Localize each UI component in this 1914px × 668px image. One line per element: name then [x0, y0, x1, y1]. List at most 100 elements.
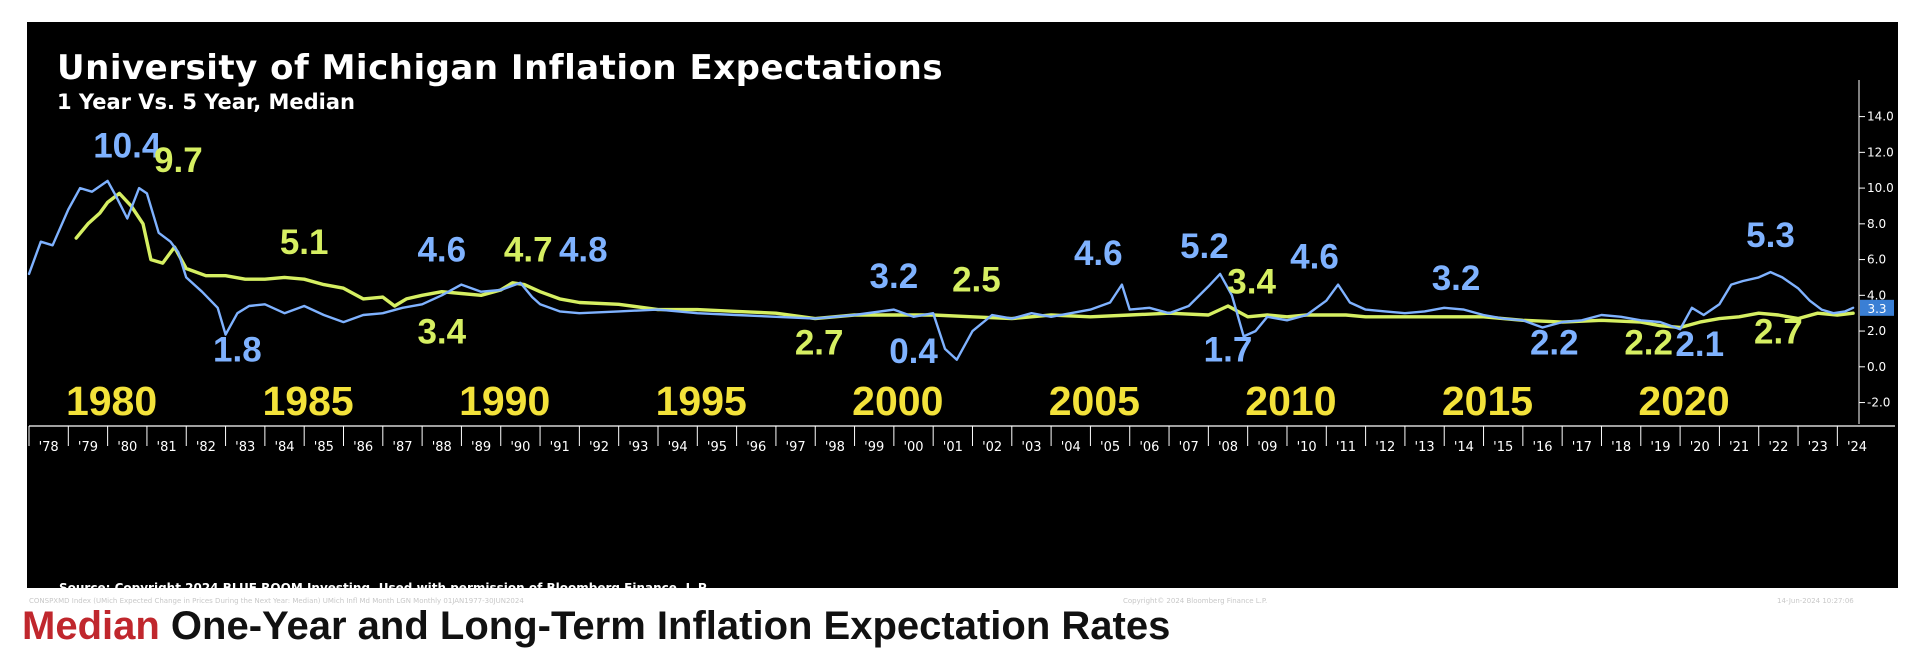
axis-layer: -2.0 0.0 2.0 4.0 6.0 8.0 10.0 12.0 14.0 '78 '79 '80…	[28, 80, 1895, 455]
x-tick-label: '04	[1061, 440, 1081, 455]
x-tick-label: '90	[510, 440, 530, 455]
decade-labels: 1980 1985 1990 1995 2000 2005 2010 2015 2020	[66, 378, 1730, 424]
data-label: 5.3	[1746, 216, 1795, 255]
decade-label: 2000	[852, 378, 943, 424]
data-label: 1.8	[213, 330, 262, 369]
data-label: 2.2	[1530, 323, 1579, 362]
data-label: 2.1	[1675, 325, 1724, 364]
chart-panel: -2.0 0.0 2.0 4.0 6.0 8.0 10.0 12.0 14.0 '78 '79 '80…	[27, 22, 1898, 605]
data-label: 4.8	[559, 230, 608, 269]
y-tick-label: -2.0	[1867, 396, 1890, 410]
x-tick-label: '96	[746, 440, 766, 455]
x-tick-label: '24	[1847, 440, 1867, 455]
x-tick-label: '02	[982, 440, 1002, 455]
y-tick-label: 4.0	[1867, 288, 1886, 302]
x-tick-label: '05	[1100, 440, 1120, 455]
decade-label: 1980	[66, 378, 157, 424]
x-tick-label: '78	[39, 440, 59, 455]
caption-accent: Median	[22, 604, 160, 648]
x-tick-label: '92	[589, 440, 609, 455]
last-value-tag	[1860, 299, 1894, 316]
x-tick-label: '22	[1768, 440, 1788, 455]
x-tick-label: '89	[471, 440, 491, 455]
chart-title: University of Michigan Inflation Expecta…	[57, 48, 944, 88]
x-tick-label: '81	[157, 440, 177, 455]
x-tick-label: '88	[432, 440, 452, 455]
x-tick-label: '98	[825, 440, 845, 455]
x-tick-label: '87	[392, 440, 412, 455]
decade-label: 1985	[263, 378, 354, 424]
y-tick-label: 12.0	[1867, 145, 1894, 159]
page-caption: Median One-Year and Long-Term Inflation …	[22, 604, 1170, 649]
x-tick-label: '11	[1336, 440, 1356, 455]
annotation-labels: 10.49.7 1.8 5.1 3.4 4.6 4.7 4.8 2.7 3.2 0.4 2.5 4.6…	[93, 127, 1802, 372]
series-line-1yr	[27, 179, 1855, 361]
y-tick-label: 8.0	[1867, 217, 1886, 231]
x-tick-label: '94	[668, 440, 688, 455]
data-label: 2.7	[1754, 313, 1803, 352]
x-tick-label: '83	[235, 440, 255, 455]
x-tick-label: '10	[1297, 440, 1317, 455]
data-label: 4.6	[417, 230, 466, 269]
y-tick-label: 0.0	[1867, 360, 1886, 374]
data-label: 3.2	[870, 257, 919, 296]
data-label: 0.4	[889, 332, 938, 371]
x-tick-label: '79	[78, 440, 98, 455]
x-tick-label: '97	[786, 440, 806, 455]
source-note: Source: Copyright 2024 BLUE ROOM Investi…	[59, 581, 709, 595]
data-label: 4.6	[1074, 234, 1123, 273]
x-tick-label: '07	[1179, 440, 1199, 455]
x-tick-label: '06	[1139, 440, 1159, 455]
x-tick-label: '00	[903, 440, 923, 455]
data-label: 4.6	[1290, 238, 1339, 277]
x-tick-label: '93	[628, 440, 648, 455]
x-tick-label: '19	[1650, 440, 1670, 455]
data-label: 2.2	[1624, 323, 1673, 362]
x-tick-label: '01	[943, 440, 963, 455]
x-tick-label: '17	[1572, 440, 1592, 455]
x-tick-label: '14	[1454, 440, 1474, 455]
x-tick-label: '13	[1415, 440, 1435, 455]
x-tick-label: '08	[1218, 440, 1238, 455]
x-tick-label: '23	[1808, 440, 1828, 455]
data-label: 3.4	[417, 313, 466, 352]
x-tick-label: '09	[1257, 440, 1277, 455]
y-tick-label: 2.0	[1867, 324, 1886, 338]
data-label: 3.4	[1227, 263, 1276, 302]
data-label: 3.2	[1432, 259, 1481, 298]
x-tick-label: '99	[864, 440, 884, 455]
x-tick-label: '95	[707, 440, 727, 455]
data-label: 5.2	[1180, 227, 1229, 266]
x-tick-label: '18	[1611, 440, 1631, 455]
footer-timestamp: 14-Jun-2024 10:27:06	[1777, 597, 1854, 605]
x-tick-label: '85	[314, 440, 334, 455]
y-tick-label: 14.0	[1867, 110, 1894, 124]
footer-index-note: CONSPXMD Index (UMich Expected Change in…	[29, 597, 524, 605]
x-tick-label: '82	[196, 440, 216, 455]
last-value-label: 3.3	[1867, 302, 1886, 316]
data-label: 1.7	[1204, 330, 1253, 369]
decade-label: 1995	[656, 378, 747, 424]
data-label: 2.7	[795, 323, 844, 362]
x-tick-label: '86	[353, 440, 373, 455]
chart-subtitle: 1 Year Vs. 5 Year, Median	[57, 90, 355, 114]
x-tick-label: '16	[1532, 440, 1552, 455]
y-tick-label: 6.0	[1867, 253, 1886, 267]
x-tick-label: '20	[1690, 440, 1710, 455]
caption-text: One-Year and Long-Term Inflation Expecta…	[159, 604, 1171, 648]
x-tick-label: '84	[274, 440, 294, 455]
decade-label: 2005	[1049, 378, 1140, 424]
decade-label: 2020	[1638, 378, 1729, 424]
x-tick-label: '12	[1375, 440, 1395, 455]
x-tick-label: '91	[550, 440, 570, 455]
x-tick-label: '03	[1021, 440, 1041, 455]
decade-label: 2015	[1442, 378, 1533, 424]
x-tick-label: '21	[1729, 440, 1749, 455]
data-label: 10.4	[93, 127, 162, 166]
data-label: 5.1	[280, 223, 329, 262]
series-layer	[27, 179, 1855, 361]
decade-label: 1990	[459, 378, 550, 424]
inflation-chart: -2.0 0.0 2.0 4.0 6.0 8.0 10.0 12.0 14.0 '78 '79 '80…	[27, 80, 1895, 455]
x-tick-label: '80	[117, 440, 137, 455]
data-label: 9.7	[154, 141, 203, 180]
